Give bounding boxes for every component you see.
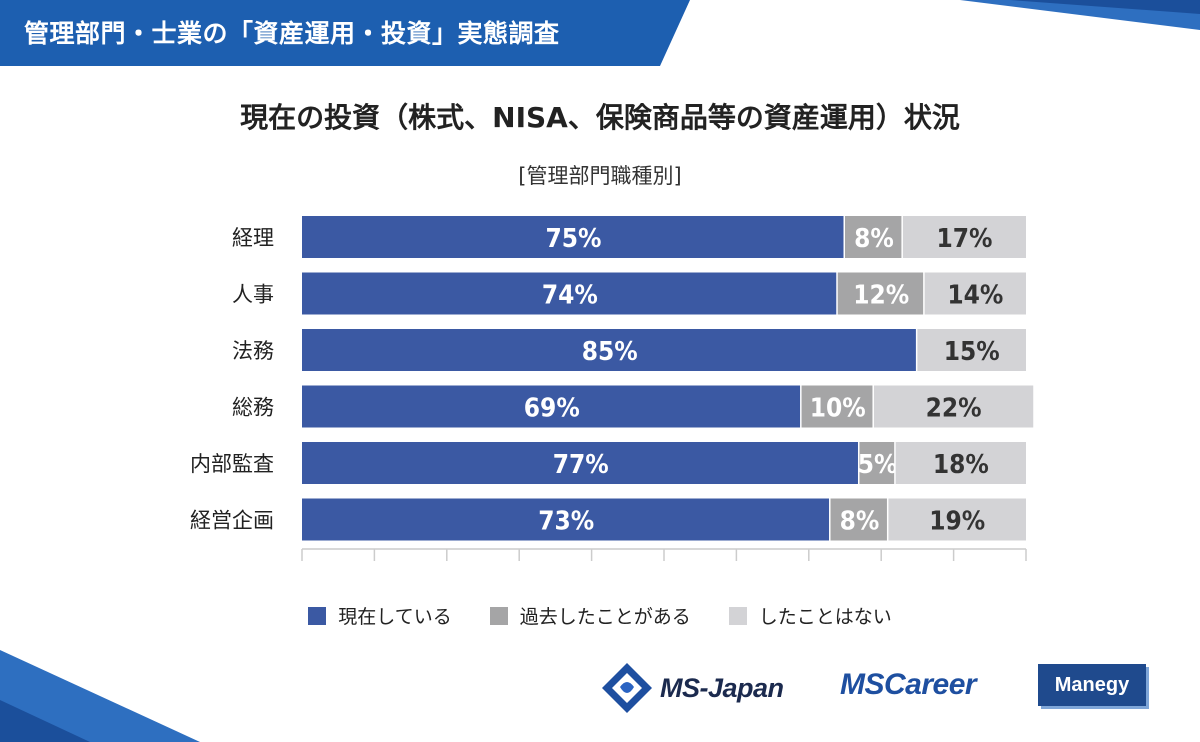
legend-label-current: 現在している bbox=[338, 606, 452, 628]
bar-never bbox=[888, 498, 1026, 541]
data-label-never: 18% bbox=[933, 450, 989, 480]
bar-past bbox=[859, 442, 895, 484]
bar-current bbox=[302, 216, 844, 258]
data-label-current: 74% bbox=[542, 281, 598, 311]
ms-japan-logo: MS-Japan bbox=[600, 660, 820, 716]
category-label: 法務 bbox=[232, 339, 274, 363]
ms-japan-logo-text: MS-Japan bbox=[660, 672, 784, 703]
bar-never bbox=[895, 442, 1026, 484]
legend-item-current: 現在している bbox=[308, 602, 452, 629]
legend: 現在している 過去したことがある したことはない bbox=[0, 602, 1200, 629]
top-right-stripe-dark bbox=[1010, 0, 1200, 14]
data-label-current: 73% bbox=[538, 507, 594, 537]
chart-subtitle: [管理部門職種別] bbox=[518, 164, 682, 188]
data-label-current: 77% bbox=[553, 450, 609, 480]
bar-past bbox=[845, 216, 902, 258]
bar-current bbox=[302, 385, 801, 428]
data-label-past: 8% bbox=[840, 507, 880, 537]
legend-item-never: したことはない bbox=[728, 602, 892, 629]
legend-swatch-never bbox=[728, 606, 747, 625]
bar-never bbox=[917, 329, 1026, 371]
bar-current bbox=[302, 498, 830, 541]
bar-never bbox=[924, 272, 1026, 315]
bottom-left-stripe bbox=[0, 650, 200, 742]
bar-current bbox=[302, 442, 858, 484]
data-label-never: 19% bbox=[929, 507, 985, 537]
bar-never bbox=[873, 385, 1034, 428]
legend-swatch-past bbox=[489, 606, 508, 625]
legend-item-past: 過去したことがある bbox=[489, 602, 691, 629]
data-label-current: 85% bbox=[582, 337, 638, 367]
bar-past bbox=[801, 385, 873, 428]
category-label: 経理 bbox=[232, 226, 274, 250]
data-label-past: 5% bbox=[858, 450, 898, 480]
chart-title: 現在の投資（株式、NISA、保険商品等の資産運用）状況 bbox=[240, 101, 960, 134]
data-label-never: 17% bbox=[936, 224, 992, 254]
header-title: 管理部門・士業の「資産運用・投資」実態調査 bbox=[24, 19, 560, 48]
bar-current bbox=[302, 329, 916, 371]
category-label: 経営企画 bbox=[190, 509, 274, 533]
data-label-past: 12% bbox=[853, 281, 909, 311]
data-label-never: 15% bbox=[944, 337, 1000, 367]
header-band bbox=[0, 0, 690, 66]
data-label-past: 8% bbox=[854, 224, 894, 254]
category-label: 人事 bbox=[232, 283, 274, 307]
data-label-past: 10% bbox=[810, 394, 866, 424]
ms-japan-emblem-icon bbox=[602, 663, 652, 713]
bar-current bbox=[302, 272, 837, 315]
bottom-left-stripe-dark bbox=[0, 700, 90, 742]
data-label-never: 14% bbox=[947, 281, 1003, 311]
header-band-shape bbox=[0, 0, 690, 66]
ms-career-logo: MSCareer bbox=[840, 668, 977, 701]
data-label-current: 75% bbox=[546, 224, 602, 254]
manegy-logo: Manegy bbox=[1038, 664, 1146, 706]
legend-label-past: 過去したことがある bbox=[519, 606, 691, 628]
data-label-never: 22% bbox=[926, 394, 982, 424]
bar-past bbox=[837, 272, 924, 315]
bar-never bbox=[902, 216, 1026, 258]
category-label: 内部監査 bbox=[190, 452, 274, 476]
stacked-bar-chart: 経理 75% 8% 17% 人事 74% 12% 14% 法務 85% 15% 総務 69% 10% 22%… bbox=[190, 216, 1034, 561]
legend-label-never: したことはない bbox=[758, 606, 892, 628]
legend-swatch-current bbox=[308, 606, 327, 625]
data-label-current: 69% bbox=[524, 394, 580, 424]
bar-past bbox=[830, 498, 887, 541]
category-label: 総務 bbox=[232, 396, 274, 420]
